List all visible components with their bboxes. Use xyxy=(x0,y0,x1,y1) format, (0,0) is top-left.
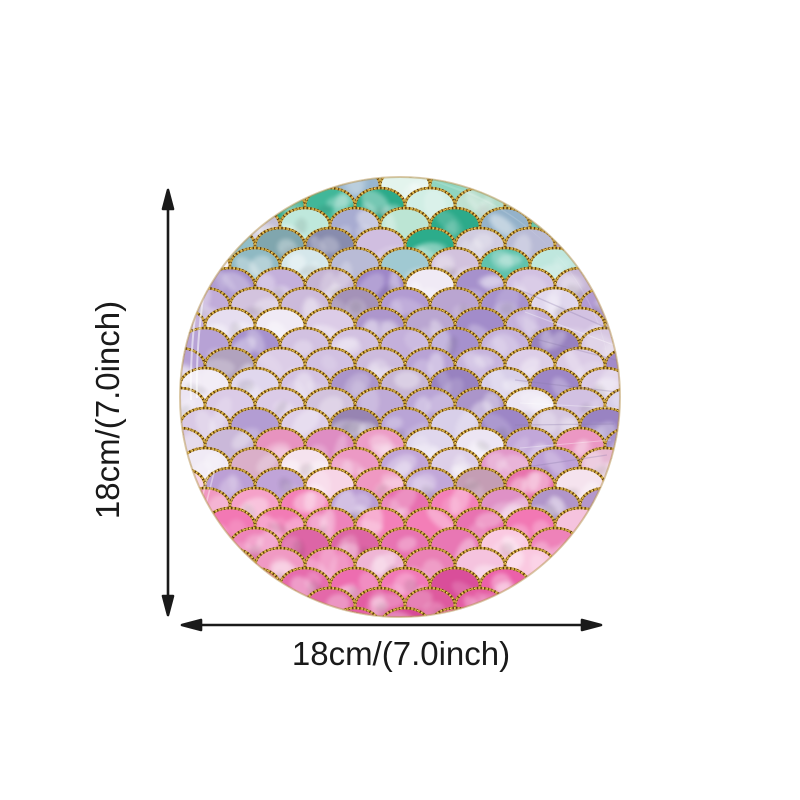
svg-text:18cm/(7.0inch): 18cm/(7.0inch) xyxy=(292,635,510,672)
svg-text:18cm/(7.0inch): 18cm/(7.0inch) xyxy=(89,301,126,519)
